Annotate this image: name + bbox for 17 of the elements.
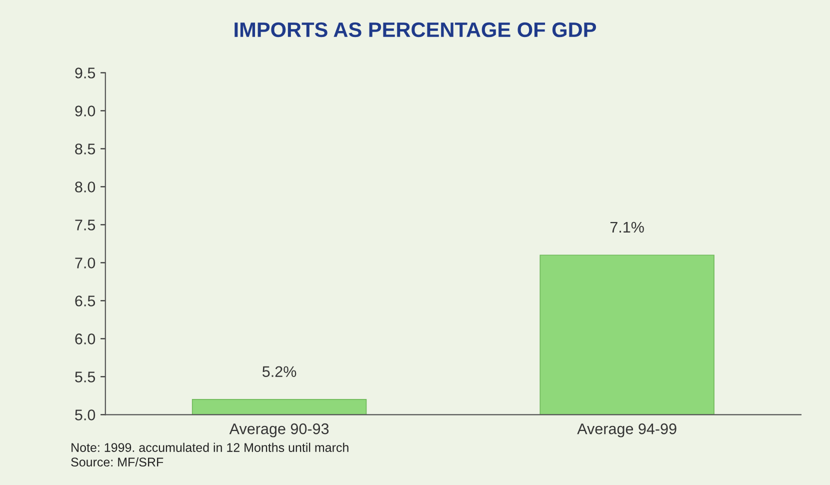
y-tick-label: 6.5 xyxy=(75,296,96,306)
text: Note: 1999. accumulated in 12 Months until march xyxy=(72,442,348,452)
x-tick-label: Average 94-99 xyxy=(577,423,676,438)
y-tick-label: 9.0 xyxy=(75,106,96,116)
data-label: 5.2% xyxy=(262,366,296,378)
y-tick-label: 7.5 xyxy=(75,220,96,230)
x-tick-label: Average 90-93 xyxy=(229,423,329,438)
y-tick-label: 7.0 xyxy=(75,258,96,268)
data-label: 7.1% xyxy=(610,222,644,233)
chart-title: IMPORTS AS PERCENTAGE OF GDP xyxy=(234,22,596,38)
y-tick-label: 8.0 xyxy=(75,182,96,192)
y-tick-label: 6.0 xyxy=(75,334,96,344)
y-tick-label: 5.5 xyxy=(75,372,96,382)
source-note: Source: MF/SRF xyxy=(71,457,164,467)
y-tick-label: 5.0 xyxy=(75,410,96,420)
y-tick-label: 8.5 xyxy=(75,144,96,154)
y-tick-label: 9.5 xyxy=(75,68,96,78)
